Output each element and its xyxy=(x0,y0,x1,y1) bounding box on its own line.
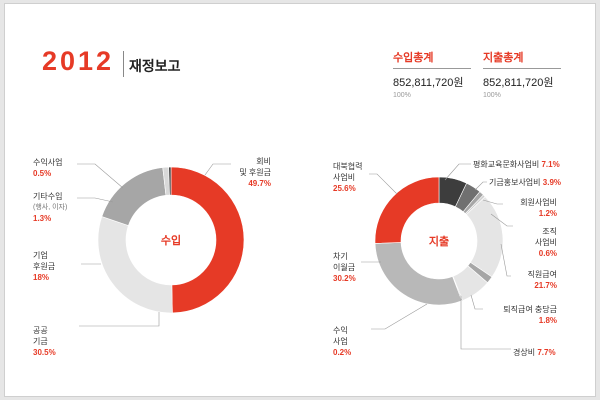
expense-total: 지출총계 852,811,720원 100% xyxy=(483,49,561,99)
expense-slice-9 xyxy=(374,176,440,244)
expense-leader-1 xyxy=(444,163,471,181)
expense-center-label: 지출 xyxy=(429,234,449,248)
income-total-value: 852,811,720원 xyxy=(393,77,464,89)
expense-label-fund-promotion: 기금홍보사업비 3.9% xyxy=(489,178,561,187)
expense-donut-chart: 지출 xyxy=(361,163,513,350)
income-slice-0 xyxy=(170,166,245,314)
income-leader-0 xyxy=(204,163,231,176)
expense-label-salaries: 직원급여 21.7% xyxy=(527,270,557,290)
income-label-public-fund: 공공 기금 30.5% xyxy=(33,326,56,357)
finance-report-page: 2012 재정보고 수입총계 852,811,720원 100% 지출총계 85… xyxy=(4,3,596,397)
expense-leader-3 xyxy=(482,199,503,205)
title-divider xyxy=(123,51,124,77)
expense-label-operating: 경상비 7.7% xyxy=(513,348,556,357)
income-leader-2 xyxy=(77,197,114,203)
expense-total-pct: 100% xyxy=(483,92,501,99)
expense-label-carryover: 차기 이월금 30.2% xyxy=(333,252,356,283)
income-leader-1 xyxy=(77,163,124,189)
income-label-business: 수익사업 0.5% xyxy=(33,158,63,178)
expense-leader-4 xyxy=(490,213,513,227)
income-center-label: 수입 xyxy=(161,234,181,247)
income-label-corporate: 기업 후원금 18% xyxy=(33,251,56,282)
expense-leader-9 xyxy=(460,296,511,350)
expense-label-member-program: 회원사업비 1.2% xyxy=(520,198,557,218)
report-year: 2012 xyxy=(42,46,115,76)
income-donut-chart: 수입 xyxy=(77,163,245,327)
income-total: 수입총계 852,811,720원 100% xyxy=(393,49,471,99)
income-label-other: 기타수입 (행사, 이자) 1.3% xyxy=(33,192,68,223)
expense-leader-0 xyxy=(369,173,398,195)
income-label-membership: 회비 및 후원금 49.7% xyxy=(239,157,271,188)
income-total-label: 수입총계 xyxy=(393,49,471,69)
expense-leader-8 xyxy=(371,303,428,330)
expense-total-label: 지출총계 xyxy=(483,49,561,69)
income-slice-4 xyxy=(168,166,172,196)
expense-label-severance: 퇴직급여 충당금 1.8% xyxy=(503,305,557,325)
expense-leader-5 xyxy=(500,243,511,277)
expense-label-nk-cooperation: 대북협력 사업비 25.6% xyxy=(333,162,363,193)
expense-slice-8 xyxy=(374,242,463,306)
expense-label-business-income: 수익 사업 0.2% xyxy=(333,326,352,357)
income-leader-4 xyxy=(79,312,160,327)
expense-leader-2 xyxy=(474,181,487,191)
expense-label-peace-education: 평화교육문화사업비 7.1% xyxy=(473,160,560,169)
expense-label-organization: 조직 사업비 0.6% xyxy=(534,227,557,258)
expense-total-value: 852,811,720원 xyxy=(483,77,554,89)
income-total-pct: 100% xyxy=(393,92,411,99)
expense-leader-7 xyxy=(470,294,483,310)
report-title: 재정보고 xyxy=(129,58,181,74)
